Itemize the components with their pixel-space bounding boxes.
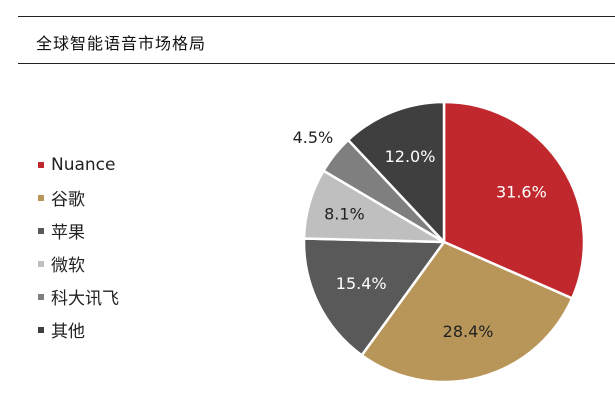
chart-title: 全球智能语音市场格局 [36,34,207,53]
slice-value-label-nuance: 31.6% [496,183,547,202]
legend-label: 微软 [51,256,85,276]
legend-label: 谷歌 [51,190,85,210]
legend-item-others: 其他 [38,313,119,346]
pie-slice-google [360,240,574,384]
legend-swatch [38,326,44,333]
legend-item-google: 谷歌 [38,181,119,214]
legend-swatch [38,260,44,267]
top-rule [18,16,615,17]
legend-swatch [38,194,44,201]
legend-item-apple: 苹果 [38,214,119,247]
legend-label: Nuance [51,154,116,175]
pie-slice-nuance [442,100,586,300]
title-rule [18,63,615,64]
pie-slice-apple [302,237,446,357]
legend-label: 科大讯飞 [51,289,119,309]
legend-item-nuance: Nuance [38,148,119,181]
legend-swatch [38,293,44,300]
pie-slice-others [346,100,446,244]
slice-value-label-iflytek: 4.5% [293,128,334,147]
legend-label: 其他 [51,322,85,342]
legend: Nuance 谷歌 苹果 微软 科大讯飞 其他 [38,148,119,346]
slice-value-label-others: 12.0% [385,147,436,166]
legend-item-iflytek: 科大讯飞 [38,280,119,313]
slice-value-label-apple: 15.4% [336,274,387,293]
legend-label: 苹果 [51,223,85,243]
slice-value-label-google: 28.4% [443,322,494,341]
slice-value-label-microsoft: 8.1% [324,204,365,223]
legend-swatch [38,227,44,234]
legend-item-microsoft: 微软 [38,247,119,280]
legend-swatch [38,161,44,168]
